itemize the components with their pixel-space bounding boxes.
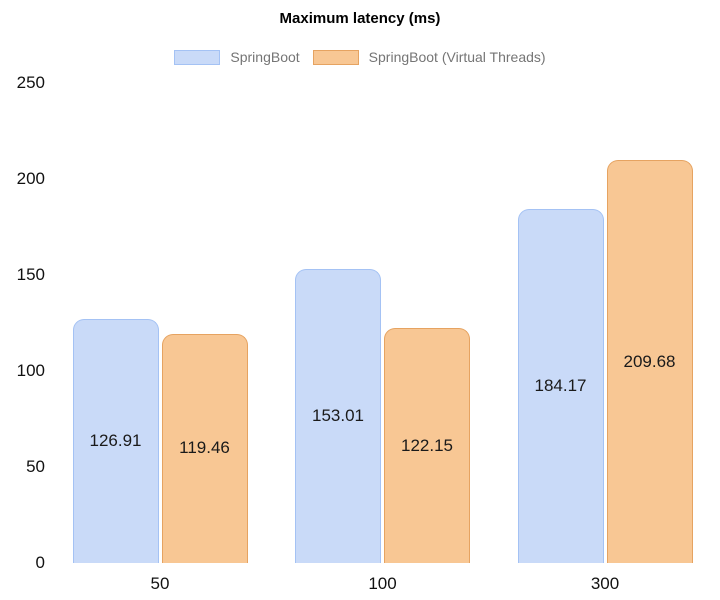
bar-springboot-virtual-threads-300 [606, 160, 693, 563]
y-tick-label: 50 [26, 457, 45, 476]
y-tick-label: 100 [16, 361, 45, 380]
bar-value-label: 122.15 [401, 435, 453, 455]
y-tick-label: 150 [16, 265, 45, 284]
bar-springboot-virtual-threads-100 [384, 328, 470, 563]
bar-value-label: 153.01 [312, 406, 364, 426]
bar-value-label: 184.17 [534, 376, 587, 396]
legend-item-springboot: SpringBoot [174, 49, 300, 65]
x-category-label: 100 [368, 574, 397, 593]
bar-value-label: 209.68 [623, 351, 676, 371]
y-tick-label: 0 [35, 553, 45, 572]
bar-springboot-50 [72, 319, 159, 563]
bar-value-label: 126.91 [89, 431, 142, 451]
chart-legend: SpringBoot SpringBoot (Virtual Threads) [0, 49, 720, 65]
y-tick-label: 200 [16, 169, 45, 188]
x-category-label: 50 [150, 574, 170, 593]
chart-title: Maximum latency (ms) [279, 10, 441, 27]
y-tick-label: 250 [16, 73, 45, 92]
legend-label: SpringBoot (Virtual Threads) [368, 49, 546, 65]
x-category-label: 300 [590, 574, 620, 593]
bar-value-label: 119.46 [179, 438, 230, 458]
legend-item-springboot-virtual-threads: SpringBoot (Virtual Threads) [312, 49, 546, 65]
legend-label: SpringBoot [230, 49, 300, 65]
legend-swatch-springboot-virtual-threads [312, 49, 359, 65]
bar-springboot-100 [295, 269, 381, 563]
bar-springboot-300 [517, 209, 604, 563]
bar-springboot-virtual-threads-50 [161, 333, 248, 563]
legend-swatch-springboot [174, 49, 221, 65]
